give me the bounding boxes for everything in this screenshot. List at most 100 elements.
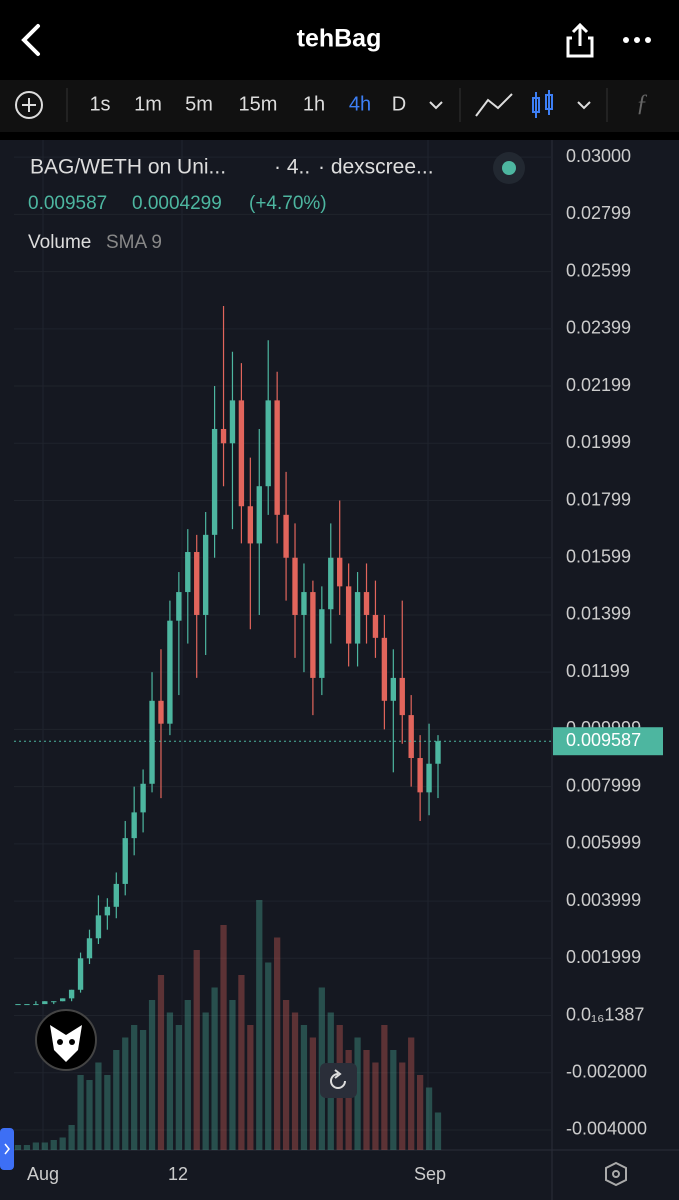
- candle-body: [265, 400, 271, 487]
- candle-body: [426, 763, 432, 793]
- candle-body: [328, 557, 334, 610]
- volume-bar: [202, 1012, 209, 1150]
- volume-bar: [434, 1112, 442, 1150]
- volume-bar: [408, 1037, 415, 1150]
- settings-button[interactable]: [605, 1161, 627, 1187]
- candle-body: [202, 534, 209, 615]
- style-dropdown[interactable]: [577, 101, 591, 110]
- volume-bar: [399, 1062, 406, 1150]
- candle-body: [42, 1001, 48, 1005]
- interval-button[interactable]: 15m: [239, 93, 278, 115]
- candle-body: [176, 592, 182, 621]
- candle-body: [24, 1004, 30, 1006]
- legend-price: 0.009587: [28, 193, 107, 214]
- candle-body: [238, 400, 245, 507]
- volume-bar: [175, 1025, 182, 1150]
- volume-bar: [166, 1012, 174, 1150]
- volume-bar: [425, 1087, 433, 1150]
- candle-body: [15, 1004, 21, 1006]
- indicator-param: SMA 9: [106, 232, 162, 253]
- volume-bar: [157, 975, 165, 1150]
- volume-bar: [381, 1025, 388, 1150]
- status-dot: [502, 161, 516, 175]
- candle-body: [256, 486, 262, 544]
- candle-body: [417, 758, 423, 793]
- candle-body: [131, 812, 137, 839]
- candle-body: [301, 592, 307, 615]
- last-price-tag: [553, 727, 663, 756]
- candle-body: [363, 592, 370, 615]
- side-tab[interactable]: [0, 1128, 14, 1170]
- reset-button[interactable]: [320, 1063, 357, 1098]
- candle-body: [310, 592, 316, 678]
- y-tick-label: 0.01399: [566, 604, 631, 624]
- interval-button[interactable]: 1m: [134, 93, 162, 115]
- candle-body: [283, 514, 289, 558]
- volume-bar: [274, 937, 281, 1150]
- volume-bar: [390, 1050, 397, 1150]
- volume-bar: [32, 1142, 39, 1150]
- volume-bar: [229, 1000, 236, 1150]
- volume-bar: [354, 1037, 361, 1150]
- volume-bar: [148, 1000, 156, 1150]
- y-tick-label: 0.01999: [566, 432, 631, 452]
- volume-bar: [220, 925, 227, 1150]
- candle-style-button[interactable]: [532, 90, 553, 118]
- legend-change: 0.0004299: [132, 193, 222, 214]
- line-style-button[interactable]: [475, 93, 513, 117]
- volume-bar: [417, 1075, 424, 1150]
- y-tick-label: 0.001999: [566, 947, 641, 967]
- volume-bar: [104, 1075, 111, 1150]
- candle-body: [274, 400, 280, 515]
- y-tick-label: 0.02199: [566, 375, 631, 395]
- candle-body: [60, 998, 66, 1002]
- candle-body: [68, 989, 75, 999]
- candle-body: [319, 609, 325, 678]
- interval-dropdown[interactable]: [429, 101, 443, 110]
- candle-body: [211, 428, 218, 535]
- indicator-name: Volume: [28, 232, 91, 253]
- y-tick-label: 0.02799: [566, 203, 631, 223]
- legend-pair: BAG/WETH on Uni...: [30, 156, 226, 179]
- volume-bar: [113, 1050, 120, 1150]
- y-tick-label: 0.003999: [566, 890, 641, 910]
- volume-bar: [59, 1137, 66, 1150]
- volume-bar: [131, 1025, 138, 1150]
- interval-button[interactable]: 5m: [185, 93, 213, 115]
- more-button[interactable]: [623, 37, 651, 43]
- candle-body: [122, 838, 128, 884]
- interval-button[interactable]: D: [392, 93, 406, 115]
- legend-source: · dexscree...: [318, 156, 434, 179]
- y-tick-label: 0.01599: [566, 546, 631, 566]
- candle-body: [399, 677, 405, 716]
- add-indicator-button[interactable]: [15, 91, 43, 119]
- volume-bar: [184, 1000, 191, 1150]
- y-tick-label: -0.004000: [566, 1119, 647, 1139]
- interval-button[interactable]: 4h: [349, 93, 371, 115]
- fx-button[interactable]: ƒ: [636, 91, 648, 117]
- back-button[interactable]: [21, 24, 40, 56]
- volume-bar: [68, 1125, 75, 1150]
- candle-body: [408, 715, 414, 759]
- y-tick-label: 0.005999: [566, 833, 641, 853]
- volume-bar: [247, 1025, 254, 1150]
- candle-body: [247, 506, 254, 544]
- candle-body: [220, 428, 227, 444]
- y-tick-label: 0.0₁₆1387: [566, 1004, 644, 1024]
- x-tick-label: 12: [168, 1164, 188, 1184]
- candle-body: [337, 557, 343, 587]
- screen-title: tehBag: [297, 25, 382, 53]
- interval-button[interactable]: 1s: [89, 93, 110, 115]
- logo-badge[interactable]: [35, 1009, 97, 1071]
- candle-body: [345, 586, 352, 644]
- candle-body: [113, 883, 119, 907]
- interval-button[interactable]: 1h: [303, 93, 325, 115]
- volume-bar: [14, 1145, 22, 1150]
- x-tick-label: Aug: [27, 1164, 59, 1184]
- share-button[interactable]: [566, 22, 594, 58]
- candle-body: [95, 915, 102, 939]
- volume-bar: [23, 1145, 31, 1150]
- candle-body: [140, 783, 146, 813]
